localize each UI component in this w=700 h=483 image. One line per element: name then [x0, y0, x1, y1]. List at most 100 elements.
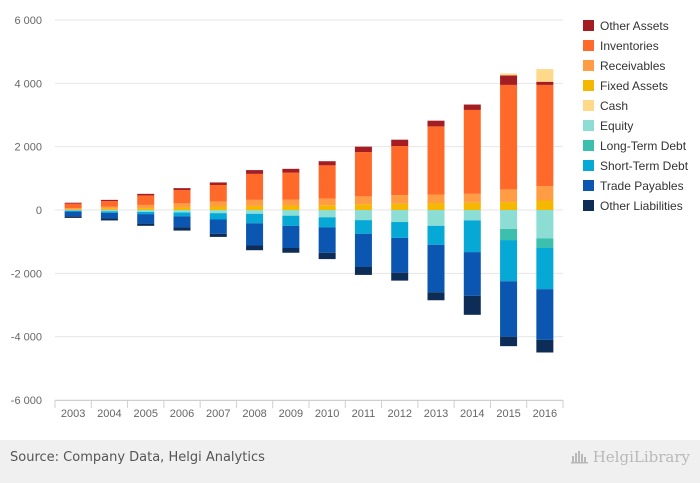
bar-segment [173, 188, 191, 191]
bar-segment [246, 173, 264, 200]
bar-segment [246, 170, 264, 174]
bar-segment [427, 120, 445, 127]
legend-swatch [583, 140, 594, 151]
y-tick-label: 4 000 [14, 78, 42, 90]
bar-segment [391, 272, 409, 281]
bar-segment [500, 189, 518, 203]
bar-segment [427, 244, 445, 293]
bar-segment [246, 223, 264, 246]
bar-segment [500, 84, 518, 190]
bar-segment [318, 205, 336, 210]
bar-segment [173, 227, 191, 231]
bar-segment [318, 227, 336, 253]
x-tick-label: 2009 [279, 408, 303, 420]
y-tick-label: -6 000 [11, 395, 42, 407]
bar-segment [354, 233, 372, 267]
bar-segment [137, 208, 155, 210]
legend-swatch [583, 40, 594, 51]
legend-label: Short-Term Debt [600, 159, 689, 173]
bar-segment [391, 237, 409, 273]
bar-segment [463, 210, 481, 221]
bar-segment [536, 81, 554, 85]
bar-segment [427, 126, 445, 195]
bar-segment [137, 195, 155, 205]
legend-swatch [583, 20, 594, 31]
bar-segment [500, 281, 518, 337]
bar-segment [354, 196, 372, 205]
bar-segment [463, 193, 481, 203]
legend-swatch [583, 60, 594, 71]
y-tick-label: -2 000 [11, 268, 42, 280]
bar-segment [64, 211, 82, 217]
bar-segment [427, 203, 445, 210]
legend-label: Cash [600, 99, 628, 113]
bar-segment [536, 289, 554, 340]
bar-segment [246, 199, 264, 206]
legend-label: Trade Payables [600, 179, 684, 193]
bar-segment [391, 222, 409, 238]
bar-segment [209, 219, 227, 234]
chart-area: 6 000 4 000 2 000 0 -2 000 -4 000 -6 000 2003 20… [11, 15, 689, 420]
bar-segment [137, 204, 155, 209]
bar-segment [391, 146, 409, 196]
bar-segment [282, 199, 300, 206]
bar-segment [64, 210, 82, 212]
y-tick-label: 2 000 [14, 142, 42, 154]
bar-segment [500, 336, 518, 347]
x-tick-label: 2005 [133, 408, 157, 420]
bar-segment [536, 248, 554, 290]
bar-segment [173, 212, 191, 217]
bar-segment [463, 295, 481, 315]
legend-label: Long-Term Debt [600, 139, 687, 153]
bar-segment [209, 184, 227, 202]
bar-segment [100, 208, 118, 210]
legend-swatch [583, 100, 594, 111]
bar-segment [209, 206, 227, 210]
bar-segment [173, 216, 191, 228]
brand-name: HelgiLibrary [592, 448, 690, 466]
bar-segment [427, 210, 445, 226]
bar-segment [137, 214, 155, 224]
x-tick-label: 2004 [97, 408, 121, 420]
x-tick-label: 2013 [424, 408, 448, 420]
bar-segment [536, 339, 554, 353]
bar-segment [137, 211, 155, 215]
helgi-logo-icon [570, 450, 589, 464]
bar-segment [282, 215, 300, 226]
bar-segment [354, 146, 372, 153]
bar-segment [282, 205, 300, 210]
legend-label: Other Assets [600, 19, 669, 33]
bar-segment [463, 104, 481, 110]
bar-segment [463, 252, 481, 296]
legend-swatch [583, 120, 594, 131]
legend-label: Other Liabilities [600, 199, 683, 213]
bar-segment [318, 210, 336, 218]
bar-segment [282, 168, 300, 173]
bar-segment [64, 202, 82, 204]
legend-swatch [583, 160, 594, 171]
bar-segment [318, 252, 336, 260]
bar-segment [391, 210, 409, 223]
bar-segment [246, 245, 264, 251]
source-text: Source: Company Data, Helgi Analytics [10, 450, 265, 465]
bar-segment [354, 152, 372, 197]
x-tick-label: 2010 [315, 408, 339, 420]
bar-segment [318, 161, 336, 166]
legend-swatch [583, 80, 594, 91]
bar-segment [100, 218, 118, 221]
bar-segment [318, 198, 336, 206]
y-tick-label: -4 000 [11, 332, 42, 344]
bar-segment [209, 210, 227, 214]
bar-segment [209, 201, 227, 207]
bar-segment [64, 216, 82, 218]
bar-segment [137, 193, 155, 196]
bar-segment [100, 212, 118, 219]
bar-segment [173, 207, 191, 210]
bar-segment [209, 233, 227, 237]
bar-segment [100, 211, 118, 213]
bar-segment [536, 200, 554, 210]
legend-label: Inventories [600, 39, 659, 53]
brand-logo: HelgiLibrary [570, 448, 690, 466]
x-tick-label: 2012 [387, 408, 411, 420]
bar-segment [282, 248, 300, 253]
